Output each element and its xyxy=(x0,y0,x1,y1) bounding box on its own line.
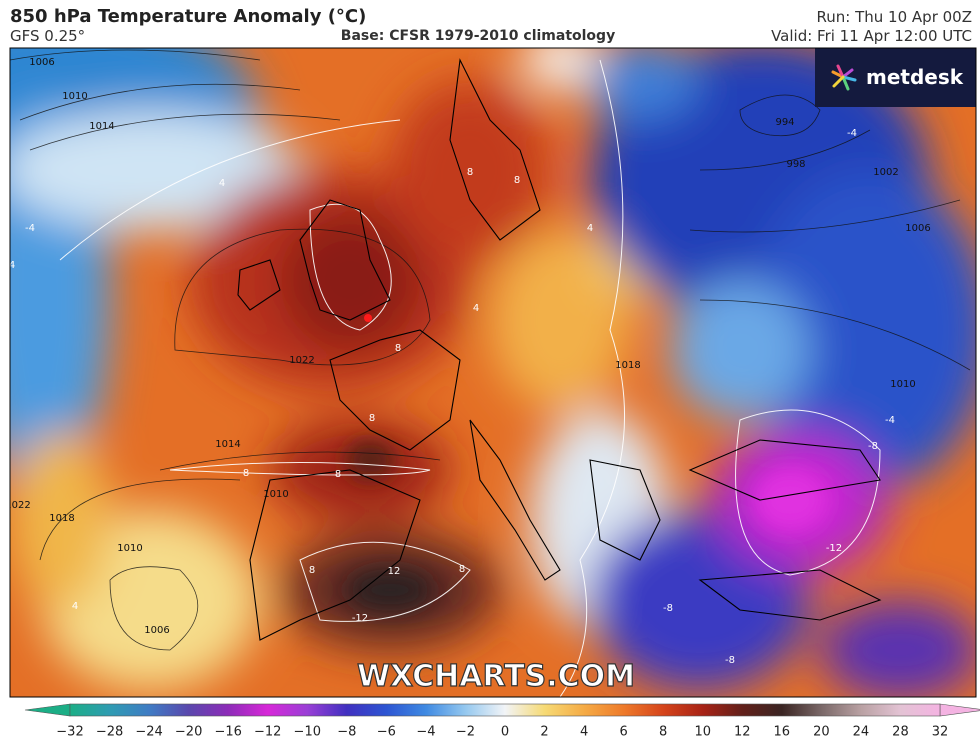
map: 1006 1010 1014 1022 1014 1010 1018 1022 … xyxy=(5,48,976,697)
contour-label: 4 xyxy=(587,223,593,234)
colorbar-label: −16 xyxy=(214,725,241,740)
colorbar-label: 12 xyxy=(734,725,751,740)
contour-label: -12 xyxy=(826,543,842,554)
colorbar-label: 6 xyxy=(619,725,627,740)
colorbar: −32 −28 −24 −20 −16 −12 −10 −8 −6 −4 −2 0 2 4 6 8 10 12 16… xyxy=(24,703,980,740)
contour-label: -8 xyxy=(725,655,735,666)
contour-label: 1010 xyxy=(890,379,915,390)
contour-label: 4 xyxy=(9,260,15,271)
contour-label: 1014 xyxy=(215,439,240,450)
contour-label: 1010 xyxy=(62,91,87,102)
colorbar-label: 32 xyxy=(932,725,949,740)
colorbar-label: −28 xyxy=(96,725,123,740)
contour-label: -4 xyxy=(847,128,857,139)
logo-text: metdesk xyxy=(866,65,964,89)
colorbar-label: 20 xyxy=(813,725,830,740)
contour-label: 8 xyxy=(369,413,375,424)
colorbar-label: 16 xyxy=(774,725,791,740)
contour-label: 1014 xyxy=(89,121,114,132)
location-marker xyxy=(364,314,372,322)
contour-label: 1018 xyxy=(49,513,74,524)
contour-label: 8 xyxy=(467,167,473,178)
contour-label: 8 xyxy=(395,343,401,354)
contour-label: 1022 xyxy=(289,355,314,366)
contour-label: 1022 xyxy=(5,500,30,511)
colorbar-label: 8 xyxy=(659,725,667,740)
colorbar-label: 0 xyxy=(501,725,509,740)
contour-label: 1006 xyxy=(905,223,930,234)
colorbar-label: 28 xyxy=(892,725,909,740)
contour-label: -8 xyxy=(868,441,878,452)
contour-label: 4 xyxy=(219,178,225,189)
watermark: WXCHARTS.COM xyxy=(357,659,635,694)
contour-label: 8 xyxy=(459,564,465,575)
contour-label: 998 xyxy=(786,159,805,170)
contour-label: 4 xyxy=(72,601,78,612)
model: GFS 0.25° xyxy=(10,27,85,45)
map-frame xyxy=(9,47,977,698)
colorbar-label: 24 xyxy=(853,725,870,740)
contour-label: -4 xyxy=(885,415,895,426)
contour-label: 4 xyxy=(473,303,479,314)
contour-label: 8 xyxy=(309,565,315,576)
colorbar-scale xyxy=(69,703,941,717)
contour-label: 8 xyxy=(335,469,341,480)
colorbar-label: 4 xyxy=(580,725,588,740)
contour-label: 1006 xyxy=(144,625,169,636)
contour-label: -4 xyxy=(25,223,35,234)
colorbar-label: −2 xyxy=(456,725,475,740)
run: Run: Thu 10 Apr 00Z xyxy=(817,8,972,26)
valid: Valid: Fri 11 Apr 12:00 UTC xyxy=(771,27,972,45)
base: Base: CFSR 1979-2010 climatology xyxy=(341,28,615,44)
contour-label: 1018 xyxy=(615,360,640,371)
contour-label: 1002 xyxy=(873,167,898,178)
colorbar-label: −10 xyxy=(294,725,321,740)
contour-label: 8 xyxy=(514,175,520,186)
colorbar-label: −20 xyxy=(175,725,202,740)
contour-label: 994 xyxy=(775,117,794,128)
contour-label: 12 xyxy=(388,566,401,577)
contour-label: 1010 xyxy=(117,543,142,554)
contour-label: 8 xyxy=(243,468,249,479)
title: 850 hPa Temperature Anomaly (°C) xyxy=(10,6,366,27)
colorbar-label: −8 xyxy=(337,725,356,740)
colorbar-label: −6 xyxy=(377,725,396,740)
contour-label: -12 xyxy=(352,613,368,624)
colorbar-label: −32 xyxy=(56,725,83,740)
contour-label: -8 xyxy=(663,603,673,614)
contour-label: 1010 xyxy=(263,489,288,500)
logo-icon xyxy=(831,64,857,91)
colorbar-label: −12 xyxy=(254,725,281,740)
contour-label: 1006 xyxy=(29,57,54,68)
colorbar-label: 10 xyxy=(694,725,711,740)
colorbar-label: −24 xyxy=(135,725,162,740)
colorbar-extend-low xyxy=(24,703,71,717)
colorbar-label: 2 xyxy=(540,725,548,740)
colorbar-label: −4 xyxy=(416,725,435,740)
colorbar-extend-high xyxy=(939,703,980,717)
